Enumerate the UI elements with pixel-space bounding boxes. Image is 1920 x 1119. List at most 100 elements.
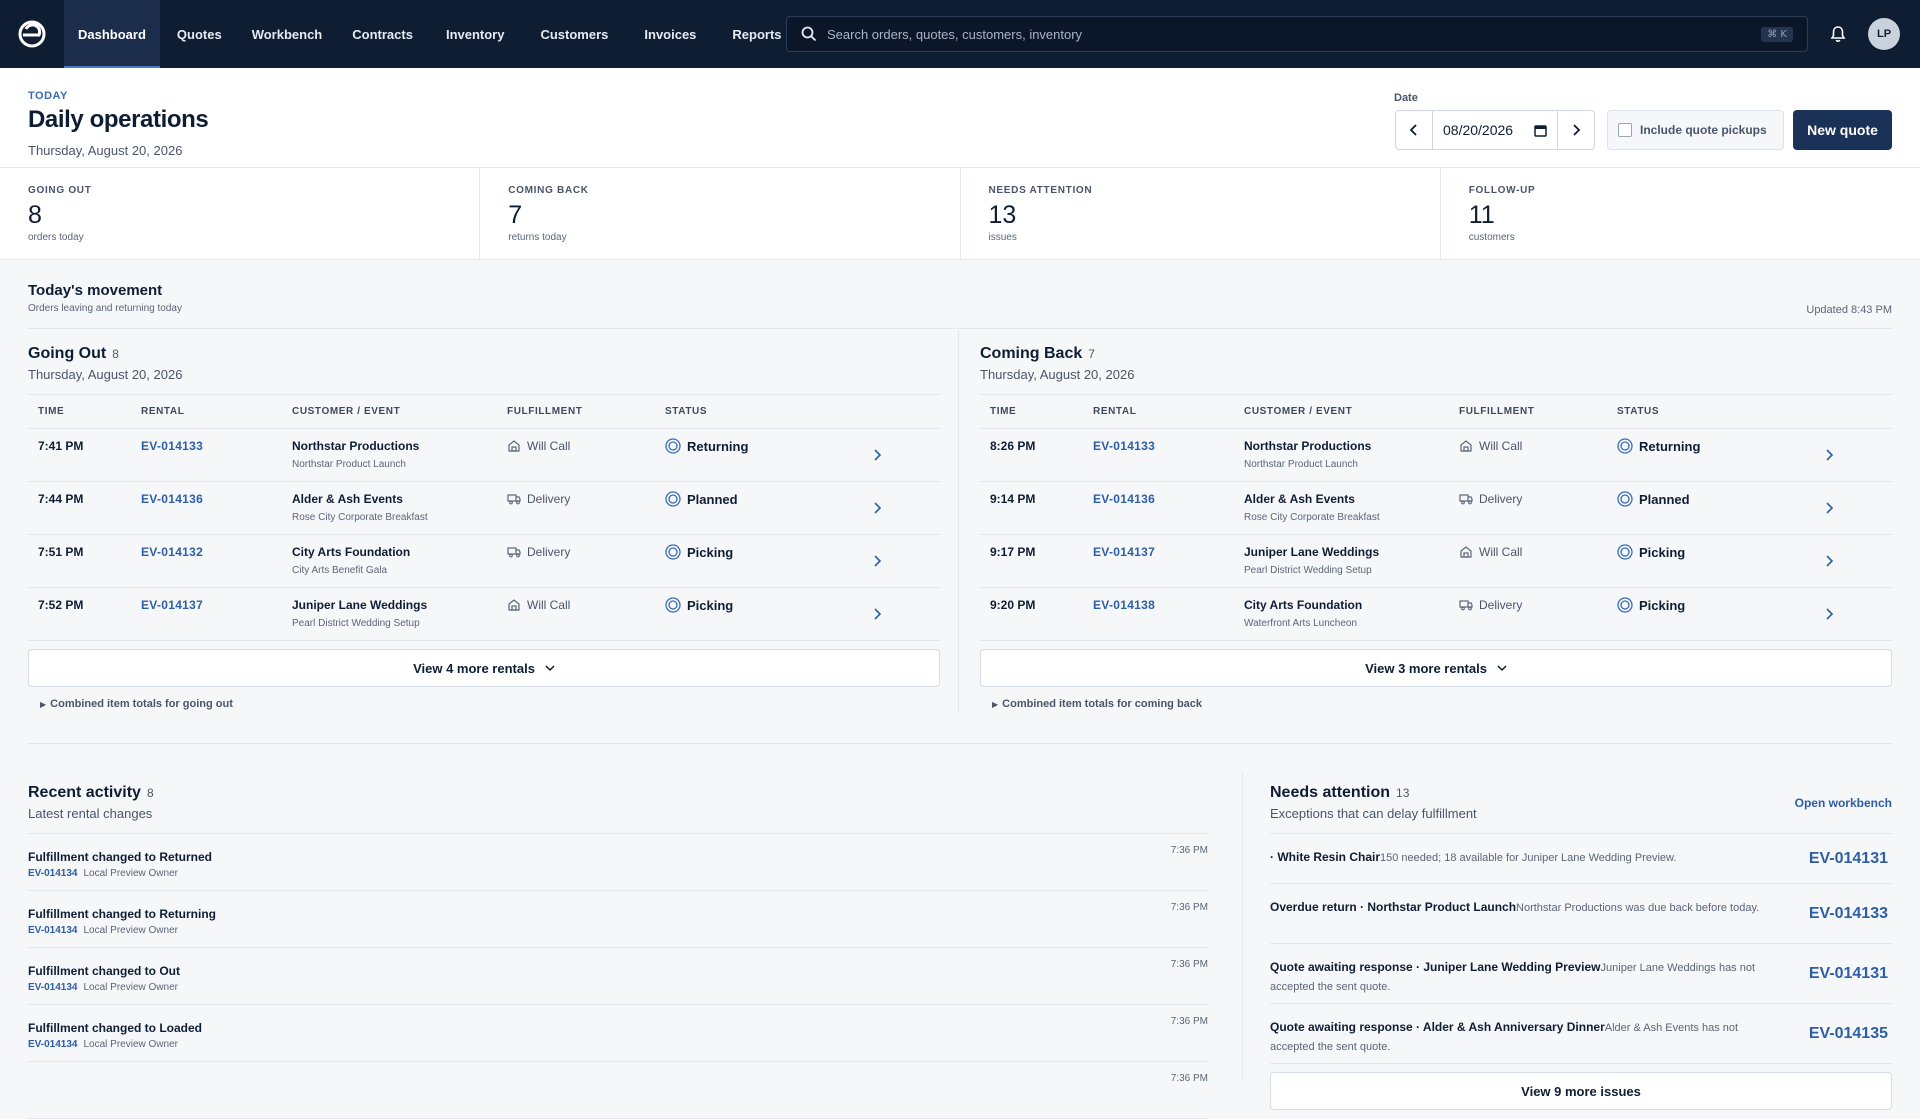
table-header: TIME RENTAL CUSTOMER / EVENT FULFILLMENT…	[28, 395, 940, 429]
table-row[interactable]: 9:17 PM EV-014137 Juniper Lane Weddings Pea…	[980, 535, 1892, 588]
list-item[interactable]: Fulfillment changed to Loaded EV-014134 Lo…	[28, 1005, 1208, 1062]
global-search[interactable]: ⌘ K	[786, 16, 1808, 52]
nav-tab-customers[interactable]: Customers	[540, 26, 609, 42]
list-item[interactable]: Quote awaiting response · Juniper Lane W…	[1270, 944, 1892, 1004]
stat-going-out[interactable]: GOING OUT 8 orders today	[0, 168, 481, 259]
activity-ref-link[interactable]: EV-014134	[28, 1039, 78, 1050]
stat-label: GOING OUT	[28, 185, 92, 196]
table-row[interactable]: 7:41 PM EV-014133 Northstar Productions Nor…	[28, 429, 940, 482]
column-header-rental: RENTAL	[141, 406, 185, 417]
list-item[interactable]: Quote awaiting response · Alder & Ash An…	[1270, 1004, 1892, 1064]
next-day-button[interactable]	[1558, 111, 1594, 149]
customer-name: Northstar Productions	[292, 439, 420, 453]
bell-icon[interactable]	[1828, 24, 1848, 44]
nav-tab-inventory[interactable]: Inventory	[445, 26, 505, 42]
search-input[interactable]	[827, 26, 1762, 42]
fulfillment-label: Will Call	[1479, 439, 1523, 453]
nav-tab-contracts[interactable]: Contracts	[352, 26, 413, 42]
activity-ref-link[interactable]: EV-014134	[28, 982, 78, 993]
status-badge: Picking	[1617, 535, 1892, 587]
rental-link[interactable]: EV-014138	[1093, 598, 1156, 612]
activity-ref-link[interactable]: EV-014134	[28, 925, 78, 936]
row-time: 9:20 PM	[990, 598, 1036, 612]
stat-value: 13	[988, 201, 1017, 229]
status-target-icon	[665, 438, 681, 454]
nav-tab-invoices[interactable]: Invoices	[644, 26, 697, 42]
rental-link[interactable]: EV-014137	[1093, 545, 1156, 559]
status-badge: Returning	[1617, 429, 1892, 481]
updated-timestamp: Updated 8:43 PM	[1806, 304, 1892, 316]
nav-tab-dashboard[interactable]: Dashboard	[64, 0, 160, 68]
section-subtitle: Orders leaving and returning today	[28, 303, 182, 314]
rental-link[interactable]: EV-014133	[1093, 439, 1156, 453]
new-quote-button[interactable]: New quote	[1793, 110, 1892, 150]
view-more-rentals-button[interactable]: View 3 more rentals	[980, 649, 1892, 687]
combined-totals-label: Combined item totals for coming back	[1002, 698, 1203, 710]
status-label: Picking	[1639, 545, 1686, 560]
stat-value: 8	[28, 201, 42, 229]
stat-needs-attention[interactable]: NEEDS ATTENTION 13 issues	[961, 168, 1441, 259]
status-badge: Planned	[665, 482, 940, 534]
list-item[interactable]: · White Resin Chair150 needed; 18 availa…	[1270, 834, 1892, 884]
list-item[interactable]: Fulfillment changed to Returning EV-01413…	[28, 891, 1208, 948]
chevron-right-icon[interactable]	[872, 501, 882, 515]
status-badge: Planned	[1617, 482, 1892, 534]
nav-tab-workbench[interactable]: Workbench	[251, 26, 323, 42]
table-row[interactable]: 9:20 PM EV-014138 City Arts Foundation Wate…	[980, 588, 1892, 641]
combined-totals-toggle[interactable]: ▶ Combined item totals for coming back	[992, 698, 1892, 710]
rental-link[interactable]: EV-014133	[141, 439, 204, 453]
list-item[interactable]: Overdue return · Northstar Product Launc…	[1270, 884, 1892, 944]
row-time: 9:14 PM	[990, 492, 1036, 506]
list-item[interactable]: Fulfillment changed to Returned EV-014134…	[28, 834, 1208, 891]
view-more-issues-button[interactable]: View 9 more issues	[1270, 1072, 1892, 1110]
rental-link[interactable]: EV-014137	[141, 598, 204, 612]
attention-title: · White Resin Chair	[1270, 850, 1381, 864]
table-row[interactable]: 7:52 PM EV-014137 Juniper Lane Weddings Pea…	[28, 588, 940, 641]
nav-tab-reports[interactable]: Reports	[732, 26, 782, 42]
list-item[interactable]: Fulfillment changed to Out EV-014134 Local…	[28, 948, 1208, 1005]
app-logo-icon[interactable]	[0, 0, 64, 68]
include-quote-pickups-label: Include quote pickups	[1640, 123, 1767, 137]
chevron-right-icon[interactable]	[1824, 448, 1834, 462]
section-subtitle: Latest rental changes	[28, 806, 153, 821]
table-body: 7:41 PM EV-014133 Northstar Productions Nor…	[28, 429, 940, 641]
disclosure-triangle-icon: ▶	[40, 700, 47, 709]
rental-link[interactable]: EV-014136	[1093, 492, 1156, 506]
user-avatar[interactable]: LP	[1868, 18, 1900, 50]
stat-follow-up[interactable]: FOLLOW-UP 11 customers	[1441, 168, 1920, 259]
attention-ref-link[interactable]: EV-014135	[1808, 1024, 1888, 1042]
table-row[interactable]: 9:14 PM EV-014136 Alder & Ash Events Rose C…	[980, 482, 1892, 535]
attention-ref-link[interactable]: EV-014131	[1808, 964, 1888, 982]
chevron-right-icon[interactable]	[872, 607, 882, 621]
date-input[interactable]: 08/20/2026	[1432, 111, 1558, 149]
combined-totals-toggle[interactable]: ▶ Combined item totals for going out	[40, 698, 940, 710]
view-more-rentals-button[interactable]: View 4 more rentals	[28, 649, 940, 687]
rental-link[interactable]: EV-014132	[141, 545, 204, 559]
previous-day-button[interactable]	[1396, 111, 1432, 149]
table-row[interactable]: 8:26 PM EV-014133 Northstar Productions Nor…	[980, 429, 1892, 482]
table-row[interactable]: 7:44 PM EV-014136 Alder & Ash Events Rose C…	[28, 482, 940, 535]
open-workbench-link[interactable]: Open workbench	[1794, 796, 1892, 810]
nav-tab-quotes[interactable]: Quotes	[176, 26, 222, 42]
list-item[interactable]: 7:36 PM	[28, 1062, 1208, 1119]
row-time: 7:44 PM	[38, 492, 84, 506]
attention-ref-link[interactable]: EV-014131	[1808, 849, 1888, 867]
include-quote-pickups-checkbox[interactable]	[1618, 123, 1632, 137]
table-row[interactable]: 7:51 PM EV-014132 City Arts Foundation City…	[28, 535, 940, 588]
event-name: Rose City Corporate Breakfast	[292, 512, 428, 523]
attention-ref-link[interactable]: EV-014133	[1808, 904, 1888, 922]
chevron-right-icon[interactable]	[1824, 554, 1834, 568]
disclosure-triangle-icon: ▶	[992, 700, 999, 709]
activity-ref-link[interactable]: EV-014134	[28, 868, 78, 879]
chevron-right-icon[interactable]	[872, 448, 882, 462]
stat-coming-back[interactable]: COMING BACK 7 returns today	[480, 168, 961, 259]
status-badge: Returning	[665, 429, 940, 481]
date-value: 08/20/2026	[1443, 122, 1514, 138]
calendar-icon[interactable]	[1534, 124, 1547, 137]
chevron-right-icon[interactable]	[872, 554, 882, 568]
rental-link[interactable]: EV-014136	[141, 492, 204, 506]
chevron-right-icon[interactable]	[1824, 607, 1834, 621]
include-quote-pickups-toggle[interactable]: Include quote pickups	[1607, 110, 1784, 150]
attention-title: Overdue return · Northstar Product Launc…	[1270, 900, 1517, 914]
chevron-right-icon[interactable]	[1824, 501, 1834, 515]
